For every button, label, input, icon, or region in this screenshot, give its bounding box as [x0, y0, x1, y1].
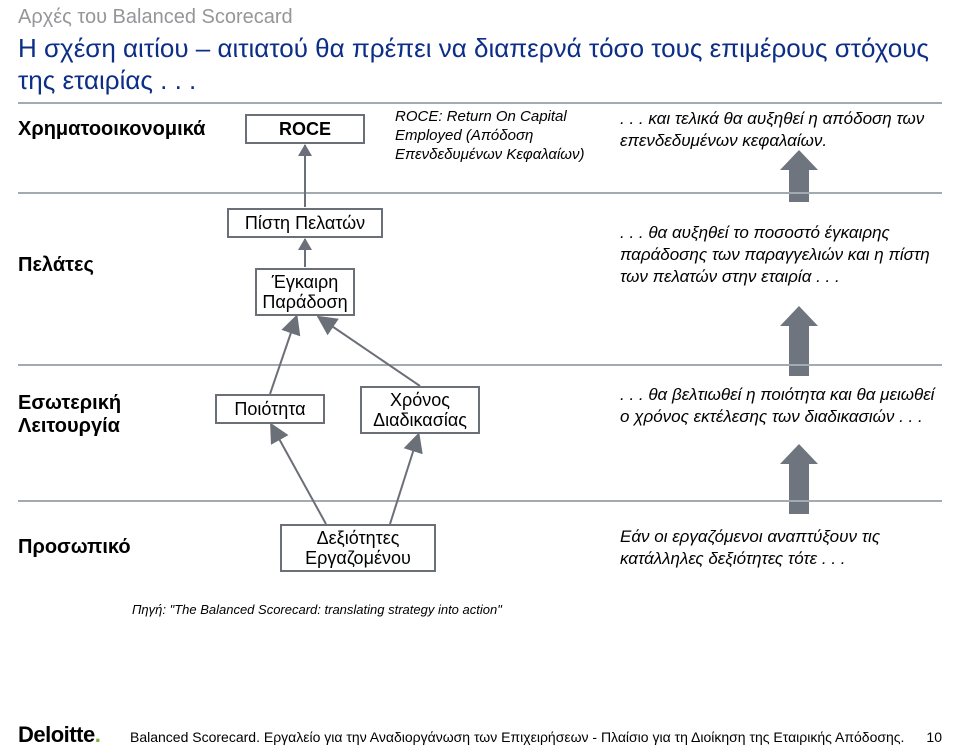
footer-caption: Balanced Scorecard. Εργαλείο για την Ανα…	[130, 729, 904, 745]
arrows-from-skills	[0, 104, 600, 574]
thick-arrow-3	[780, 444, 818, 514]
right-text-financial: . . . και τελικά θα αυξηθεί η απόδοση τω…	[620, 108, 935, 152]
right-text-internal: . . . θα βελτιωθεί η ποιότητα και θα μει…	[620, 384, 935, 428]
diagram-canvas: Χρηματοοικονομικά ROCE ROCE: Return On C…	[0, 104, 960, 664]
right-text-personnel: Εάν οι εργαζόμενοι αναπτύξουν τις κατάλλ…	[620, 526, 935, 570]
page-title: Η σχέση αιτίου – αιτιατού θα πρέπει να δ…	[0, 29, 960, 102]
header-gray: Αρχές του Balanced Scorecard	[0, 0, 960, 29]
row-label-personnel: Προσωπικό	[18, 536, 131, 559]
deloitte-logo: Deloitte.	[18, 722, 100, 748]
page-number: 10	[926, 729, 942, 745]
right-text-customers: . . . θα αυξηθεί το ποσοστό έγκαιρης παρ…	[620, 222, 940, 287]
source-citation: Πηγή: "The Balanced Scorecard: translati…	[132, 602, 502, 617]
thick-arrow-1	[780, 150, 818, 202]
box-employee-skills: Δεξιότητες Εργαζομένου	[280, 524, 436, 572]
